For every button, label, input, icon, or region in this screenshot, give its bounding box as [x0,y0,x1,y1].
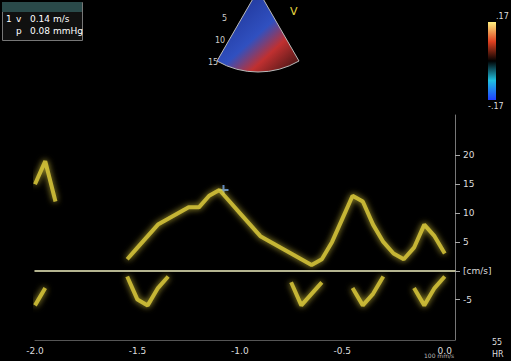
svg-text:10: 10 [215,36,225,45]
svg-text:-2.0: -2.0 [26,346,44,356]
svg-text:0.08 mmHg: 0.08 mmHg [30,26,83,36]
svg-text:HR: HR [492,350,504,359]
svg-text:15: 15 [463,179,474,189]
svg-text:-1.0: -1.0 [231,346,249,356]
svg-text:5: 5 [463,237,469,247]
svg-text:15: 15 [208,58,218,67]
svg-text:1: 1 [6,14,12,24]
svg-text:V: V [290,5,298,18]
svg-text:[cm/s]: [cm/s] [463,266,491,276]
svg-text:-.17: -.17 [488,102,504,111]
svg-text:-5: -5 [463,295,472,305]
svg-text:10: 10 [463,208,475,218]
svg-text:0.14 m/s: 0.14 m/s [30,14,70,24]
svg-text:55: 55 [492,338,502,347]
svg-text:0.0: 0.0 [438,346,453,356]
svg-text:v: v [16,14,22,24]
svg-text:5: 5 [222,14,227,23]
svg-text:20: 20 [463,150,475,160]
svg-text:p: p [16,26,22,36]
svg-text:-1.5: -1.5 [129,346,147,356]
svg-text:.17: .17 [496,12,509,21]
svg-text:-0.5: -0.5 [334,346,352,356]
